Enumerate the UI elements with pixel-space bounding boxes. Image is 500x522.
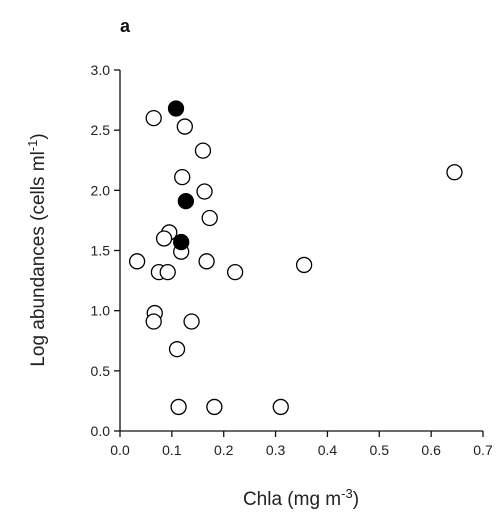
y-tick-label: 2.0 [91,182,111,198]
x-tick-label: 0.7 [473,442,493,458]
y-tick-label: 1.5 [91,243,111,259]
data-point-open [155,230,173,247]
y-axis-title: Log abundances (cells ml-1) [25,133,49,366]
axis-ticks [114,69,484,437]
data-point-open [198,253,215,270]
data-point-open [176,118,193,135]
data-point-open [168,341,186,358]
data-point-open [128,253,146,270]
y-tick-labels: 0.0 0.5 1.0 1.5 2.0 2.5 3.0 [91,62,111,439]
data-point-open [446,164,463,181]
data-point-open [174,168,191,186]
x-tick-label: 0.4 [318,442,338,458]
x-tick-label: 0.3 [266,442,286,458]
data-point-open [145,109,162,127]
data-point-open [145,313,162,330]
y-axis-title-end: ) [28,133,49,139]
data-point-open [226,264,244,281]
data-point-filled [167,100,185,117]
data-point-open [170,398,187,416]
y-tick-label: 0.0 [91,423,111,439]
data-point-open [295,256,313,274]
x-axis-title-end: ) [353,489,359,510]
data-points [128,100,463,416]
x-tick-labels: 0.0 0.1 0.2 0.3 0.4 0.5 0.6 0.7 [110,442,493,458]
y-tick-label: 0.5 [91,363,111,379]
data-point-filled [173,233,190,251]
y-tick-label: 2.5 [91,122,111,138]
x-tick-label: 0.0 [110,442,130,458]
data-point-open [272,398,289,416]
x-tick-label: 0.1 [162,442,182,458]
data-point-open [159,264,176,281]
x-axis-title: Chla (mg m-3) [243,486,359,510]
panel-label: a [120,16,131,36]
x-tick-label: 0.5 [370,442,390,458]
y-tick-label: 3.0 [91,62,111,78]
data-point-open [194,142,212,159]
y-axis-title-superscript: -1 [25,140,40,152]
data-point-open [183,313,200,330]
x-tick-label: 0.2 [214,442,234,458]
data-point-open [206,398,223,416]
y-tick-label: 1.0 [91,303,111,319]
data-point-open [201,209,218,227]
data-point-filled [177,193,195,210]
data-point-open [196,183,213,200]
axes-frame [119,70,483,432]
x-axis-title-superscript: -3 [341,486,353,501]
x-tick-label: 0.6 [421,442,441,458]
